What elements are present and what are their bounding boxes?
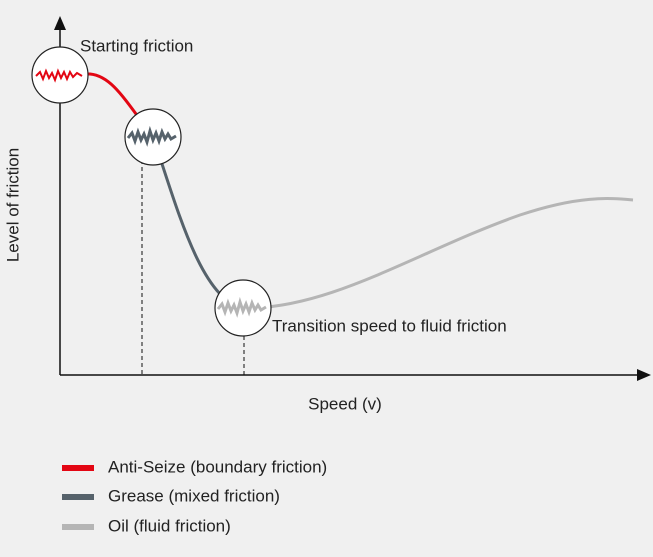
waveform bbox=[126, 125, 177, 147]
waveform bbox=[216, 296, 267, 318]
legend-label: Oil (fluid friction) bbox=[108, 516, 231, 535]
fluid-curve bbox=[242, 197, 634, 310]
x-axis-label: Speed (v) bbox=[308, 394, 382, 413]
annotation: Starting friction bbox=[80, 36, 193, 55]
y-axis-label: Level of friction bbox=[3, 148, 22, 262]
annotation: Transition speed to fluid friction bbox=[272, 316, 507, 335]
x-axis-arrow bbox=[637, 369, 651, 381]
y-axis-arrow bbox=[54, 16, 66, 30]
legend-label: Grease (mixed friction) bbox=[108, 486, 280, 505]
legend-label: Anti-Seize (boundary friction) bbox=[108, 457, 327, 476]
waveform bbox=[35, 68, 83, 83]
